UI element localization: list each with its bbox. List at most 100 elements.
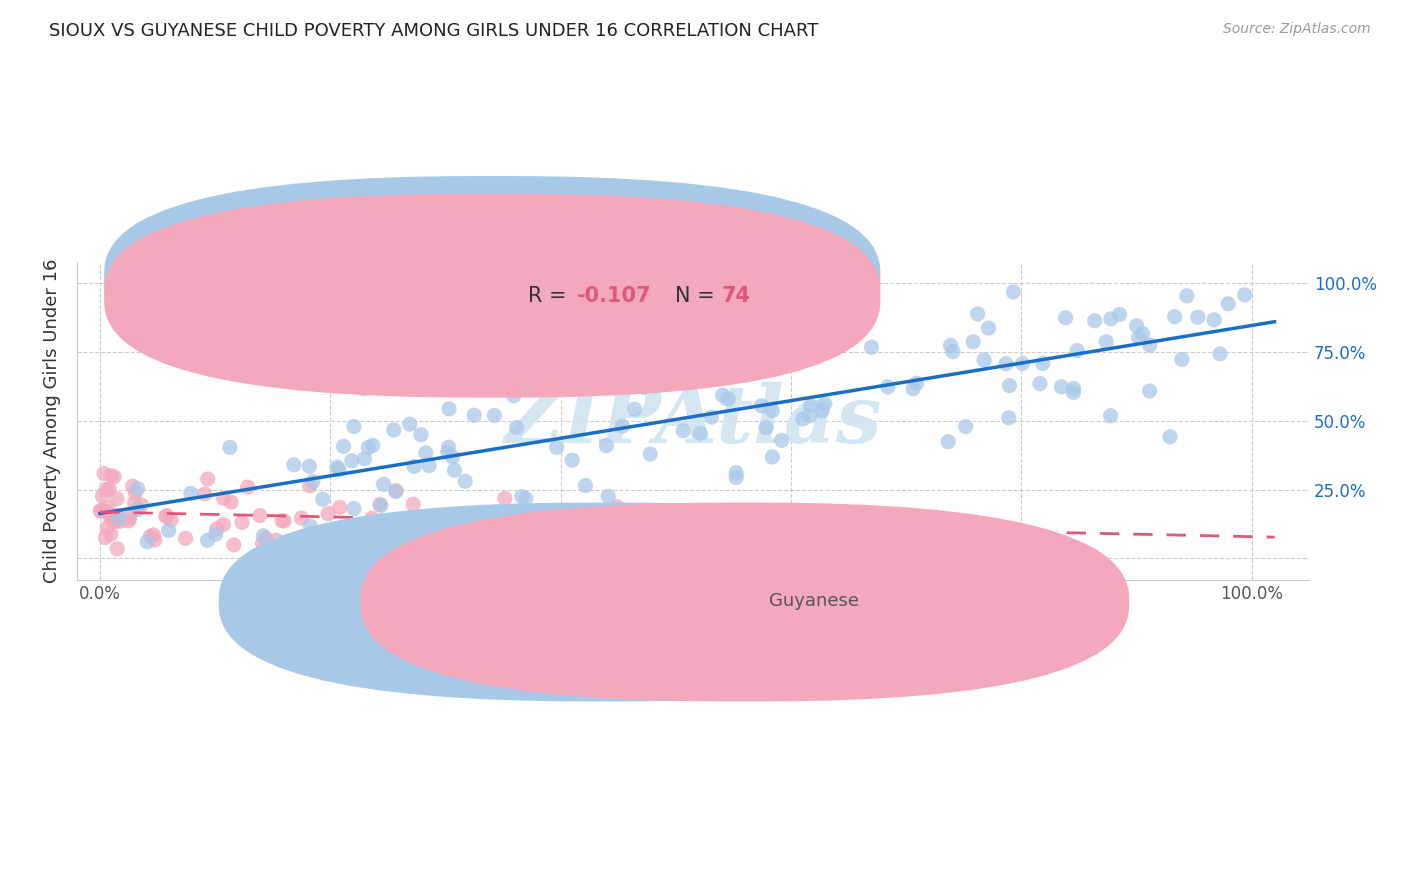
Point [340, 454, 363, 468]
Point [340, 538, 363, 552]
Point [343, 419, 366, 434]
Point [700, 410, 723, 425]
Point [717, 392, 740, 406]
Point [370, 499, 392, 513]
Text: Guyanese: Guyanese [769, 592, 859, 610]
Point [105, 491, 128, 506]
Point [254, 531, 277, 545]
Point [1095, 334, 1118, 349]
Point [236, 480, 259, 494]
Point [1128, 330, 1150, 344]
FancyBboxPatch shape [104, 176, 880, 380]
Point [454, 474, 477, 488]
Point [595, 439, 617, 453]
Point [688, 373, 710, 387]
Point [197, 472, 219, 486]
Point [538, 504, 561, 518]
Point [156, 508, 179, 523]
Point [143, 533, 166, 547]
Point [1171, 352, 1194, 367]
Point [127, 502, 149, 516]
Point [418, 458, 440, 473]
Point [901, 382, 924, 396]
Point [194, 487, 217, 501]
Point [939, 338, 962, 352]
Point [368, 497, 391, 511]
Point [592, 376, 614, 390]
Point [1050, 380, 1073, 394]
Point [373, 477, 395, 491]
Point [121, 479, 143, 493]
Point [800, 399, 823, 413]
Point [360, 511, 382, 525]
Point [343, 501, 366, 516]
Point [1011, 356, 1033, 370]
Point [90, 503, 112, 517]
Point [527, 511, 550, 525]
Point [813, 337, 835, 351]
Point [136, 534, 159, 549]
Point [437, 401, 460, 416]
Text: 74: 74 [721, 285, 751, 306]
Point [110, 514, 132, 528]
Point [998, 410, 1021, 425]
Point [222, 538, 245, 552]
Point [995, 357, 1018, 371]
Point [97, 500, 120, 515]
Point [105, 541, 128, 556]
Point [689, 426, 711, 441]
Point [94, 504, 117, 518]
Point [811, 404, 834, 418]
Y-axis label: Child Poverty Among Girls Under 16: Child Poverty Among Girls Under 16 [44, 259, 60, 583]
Point [955, 419, 977, 434]
Point [1099, 409, 1122, 423]
Point [1132, 326, 1154, 341]
FancyBboxPatch shape [360, 502, 1129, 701]
Text: -0.107: -0.107 [578, 285, 652, 306]
Point [212, 491, 235, 506]
Point [398, 417, 420, 431]
Point [139, 529, 162, 543]
Point [118, 514, 141, 528]
FancyBboxPatch shape [104, 194, 880, 398]
Point [905, 376, 928, 391]
Point [681, 512, 703, 526]
Point [103, 512, 125, 526]
Point [876, 380, 898, 394]
Text: Source: ZipAtlas.com: Source: ZipAtlas.com [1223, 22, 1371, 37]
Point [998, 378, 1021, 392]
Point [94, 531, 117, 545]
Text: SIOUX VS GUYANESE CHILD POVERTY AMONG GIRLS UNDER 16 CORRELATION CHART: SIOUX VS GUYANESE CHILD POVERTY AMONG GI… [49, 22, 818, 40]
Point [443, 463, 465, 477]
Text: R =: R = [529, 268, 574, 288]
Point [1163, 310, 1185, 324]
Point [205, 522, 228, 536]
Point [761, 403, 783, 417]
Point [751, 399, 773, 413]
Point [723, 359, 745, 374]
Point [356, 521, 378, 535]
Point [104, 515, 127, 529]
Point [252, 529, 274, 543]
Point [437, 440, 460, 454]
Point [332, 439, 354, 453]
Text: ZIPAtlas: ZIPAtlas [505, 382, 882, 459]
Point [180, 486, 202, 500]
Point [725, 466, 748, 480]
Point [103, 470, 125, 484]
Point [671, 551, 693, 566]
Text: 125: 125 [721, 268, 765, 288]
Point [682, 504, 704, 518]
Point [441, 450, 464, 464]
Point [633, 380, 655, 394]
Point [100, 512, 122, 526]
FancyBboxPatch shape [453, 267, 828, 309]
Point [273, 514, 295, 528]
Point [484, 409, 506, 423]
Point [353, 451, 375, 466]
Point [860, 340, 883, 354]
Point [606, 500, 628, 514]
Point [672, 424, 695, 438]
Point [108, 510, 131, 524]
Point [219, 495, 242, 509]
